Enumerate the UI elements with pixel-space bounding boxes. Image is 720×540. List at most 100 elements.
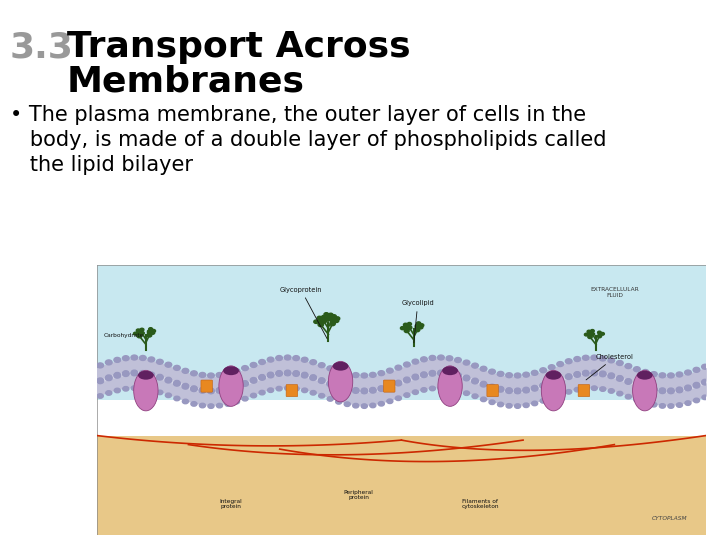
- Circle shape: [668, 404, 674, 408]
- Circle shape: [156, 375, 163, 380]
- Circle shape: [174, 381, 180, 385]
- Circle shape: [330, 322, 336, 326]
- Circle shape: [574, 372, 580, 377]
- Circle shape: [114, 357, 121, 362]
- Circle shape: [574, 372, 580, 376]
- Circle shape: [310, 375, 317, 380]
- Circle shape: [617, 376, 623, 380]
- Circle shape: [667, 389, 674, 394]
- Circle shape: [370, 388, 376, 392]
- Circle shape: [582, 386, 589, 390]
- Circle shape: [122, 356, 129, 361]
- Circle shape: [225, 402, 231, 406]
- Circle shape: [489, 385, 495, 390]
- Circle shape: [463, 376, 470, 381]
- Circle shape: [217, 388, 222, 392]
- Circle shape: [651, 402, 657, 407]
- Circle shape: [165, 378, 172, 383]
- Polygon shape: [97, 436, 706, 535]
- Circle shape: [276, 370, 282, 375]
- Circle shape: [352, 388, 359, 393]
- Text: CYTOPLASM: CYTOPLASM: [652, 516, 688, 521]
- Circle shape: [565, 359, 572, 364]
- FancyBboxPatch shape: [201, 380, 212, 392]
- Circle shape: [608, 374, 615, 379]
- Text: Cholesterol: Cholesterol: [586, 354, 634, 380]
- Ellipse shape: [223, 366, 239, 375]
- Circle shape: [591, 386, 598, 390]
- Circle shape: [336, 384, 342, 388]
- Circle shape: [557, 377, 564, 382]
- Circle shape: [216, 388, 222, 393]
- Circle shape: [420, 357, 427, 362]
- Circle shape: [361, 389, 368, 394]
- Circle shape: [105, 376, 112, 381]
- Circle shape: [310, 390, 316, 395]
- Circle shape: [318, 363, 325, 368]
- Text: body, is made of a double layer of phospholipids called: body, is made of a double layer of phosp…: [10, 130, 606, 150]
- Circle shape: [590, 329, 594, 332]
- Circle shape: [387, 383, 393, 388]
- Circle shape: [106, 391, 112, 395]
- Circle shape: [131, 371, 138, 376]
- Circle shape: [378, 386, 384, 390]
- Circle shape: [531, 401, 538, 406]
- Circle shape: [531, 386, 538, 390]
- Circle shape: [420, 324, 424, 327]
- Circle shape: [642, 369, 649, 374]
- Circle shape: [582, 355, 589, 360]
- Circle shape: [133, 332, 138, 335]
- Circle shape: [233, 383, 240, 388]
- Circle shape: [148, 331, 152, 335]
- Circle shape: [182, 368, 189, 373]
- Circle shape: [702, 380, 708, 385]
- Circle shape: [588, 332, 591, 335]
- Circle shape: [293, 371, 300, 375]
- Circle shape: [369, 388, 376, 393]
- Circle shape: [540, 383, 546, 387]
- Ellipse shape: [546, 371, 562, 380]
- Ellipse shape: [442, 366, 458, 375]
- Circle shape: [242, 381, 248, 385]
- Circle shape: [336, 384, 342, 389]
- Circle shape: [332, 315, 336, 318]
- Circle shape: [267, 357, 274, 362]
- Circle shape: [182, 383, 189, 388]
- Circle shape: [505, 373, 513, 377]
- Ellipse shape: [219, 366, 243, 406]
- Text: • The plasma membrane, the outer layer of cells in the: • The plasma membrane, the outer layer o…: [10, 105, 586, 125]
- Circle shape: [565, 375, 572, 380]
- Circle shape: [634, 397, 640, 402]
- Circle shape: [582, 371, 589, 376]
- Circle shape: [318, 319, 323, 322]
- Circle shape: [225, 371, 231, 376]
- Circle shape: [625, 379, 631, 384]
- Circle shape: [97, 379, 104, 383]
- Circle shape: [191, 387, 197, 392]
- Circle shape: [387, 368, 393, 373]
- Circle shape: [369, 373, 376, 377]
- Circle shape: [131, 386, 138, 390]
- Circle shape: [489, 400, 495, 404]
- Circle shape: [597, 334, 602, 338]
- Circle shape: [334, 319, 338, 322]
- Circle shape: [378, 402, 384, 406]
- Circle shape: [325, 316, 331, 321]
- Circle shape: [660, 388, 665, 393]
- Circle shape: [314, 320, 318, 323]
- Circle shape: [233, 400, 240, 404]
- Circle shape: [317, 316, 322, 320]
- Circle shape: [336, 400, 342, 404]
- Text: Integral
protein: Integral protein: [220, 498, 243, 509]
- Circle shape: [591, 355, 598, 360]
- Text: 3.3: 3.3: [10, 30, 74, 64]
- Circle shape: [258, 360, 266, 365]
- Circle shape: [417, 322, 420, 325]
- Circle shape: [217, 403, 222, 408]
- Circle shape: [149, 328, 153, 330]
- Circle shape: [319, 378, 325, 382]
- Text: Carbohydrate: Carbohydrate: [103, 333, 144, 338]
- Circle shape: [540, 399, 546, 403]
- Circle shape: [403, 362, 410, 367]
- Circle shape: [310, 360, 317, 365]
